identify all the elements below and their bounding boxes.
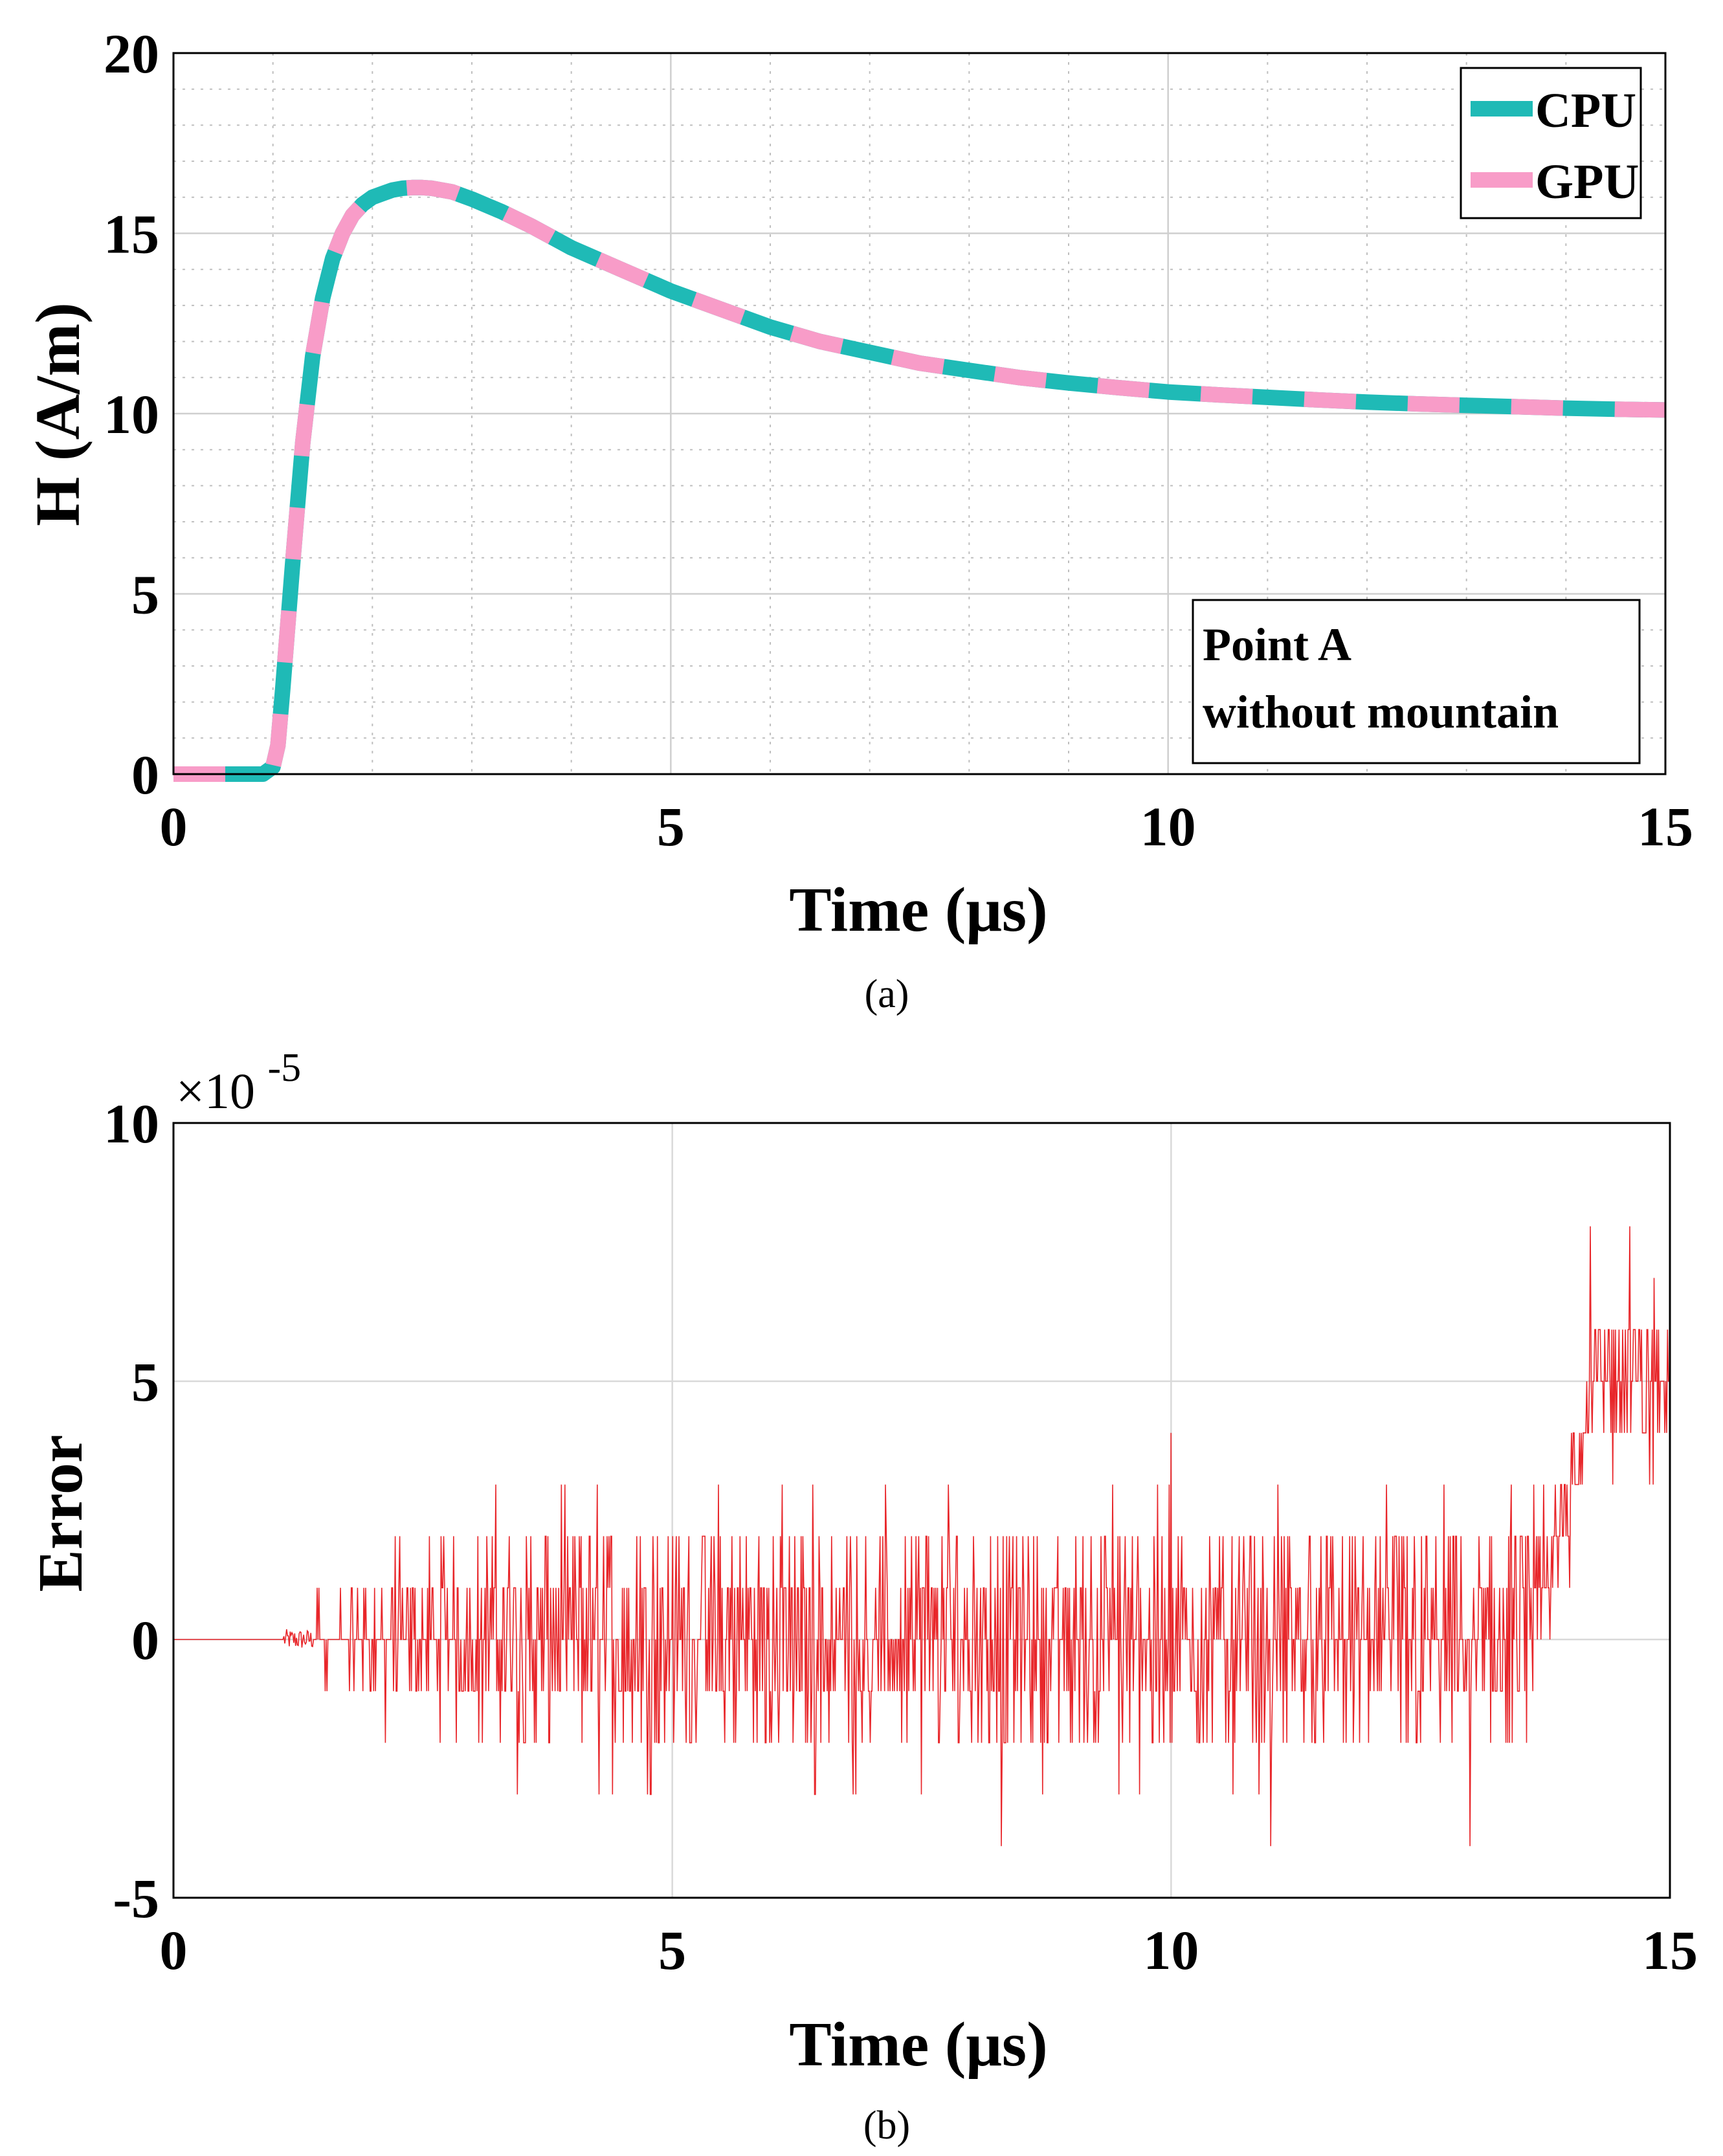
y-multiplier-exponent: -5 bbox=[268, 1046, 302, 1090]
series-b bbox=[173, 1226, 1670, 1847]
series-line-gpu bbox=[173, 179, 1666, 782]
plot-frame-b bbox=[172, 1122, 1671, 1899]
y-tick-label-b-1: 0 bbox=[131, 1609, 159, 1671]
annotation-box bbox=[1192, 599, 1641, 764]
x-tick-label-a-3: 15 bbox=[1638, 795, 1693, 858]
x-tick-label-b-1: 5 bbox=[658, 1919, 686, 1981]
x-tick-label-b-0: 0 bbox=[160, 1919, 188, 1981]
caption-b: (b) bbox=[863, 2104, 910, 2148]
y-tick-label-a-2: 10 bbox=[104, 383, 159, 445]
x-axis-label-a: Time (μs) bbox=[789, 875, 1047, 945]
caption-a: (a) bbox=[865, 972, 909, 1016]
series-line-error bbox=[173, 1226, 1670, 1847]
plot-frame-a bbox=[172, 52, 1667, 775]
y-axis-label-b: Error bbox=[26, 1434, 96, 1592]
y-multiplier-base: ×10 bbox=[176, 1063, 255, 1119]
panel-a: 0 5 10 15 0 5 10 15 20 CPU GPU Point A without m… bbox=[23, 23, 1693, 1016]
x-tick-label-b-3: 15 bbox=[1642, 1919, 1698, 1981]
y-axis-label-a: H (A/m) bbox=[23, 302, 93, 526]
x-axis-label-b: Time (μs) bbox=[789, 2010, 1047, 2080]
grid-a-major bbox=[173, 53, 1665, 774]
legend-a: CPU GPU bbox=[1460, 67, 1642, 219]
annotation-line-2: without mountain bbox=[1203, 686, 1559, 738]
tick-labels-a: 0 5 10 15 0 5 10 15 20 bbox=[104, 23, 1693, 858]
x-tick-label-b-2: 10 bbox=[1143, 1919, 1199, 1981]
annotation-a: Point A without mountain bbox=[1192, 599, 1641, 764]
series-a bbox=[173, 179, 1666, 782]
legend-label-gpu: GPU bbox=[1535, 155, 1639, 209]
annotation-line-1: Point A bbox=[1203, 619, 1351, 671]
x-tick-label-a-1: 5 bbox=[657, 795, 685, 858]
y-tick-label-a-4: 20 bbox=[104, 23, 159, 85]
y-tick-label-a-0: 0 bbox=[131, 744, 159, 806]
x-tick-label-a-2: 10 bbox=[1140, 795, 1196, 858]
y-tick-label-b-3: 10 bbox=[104, 1093, 159, 1155]
y-tick-label-b-0: -5 bbox=[113, 1867, 159, 1929]
y-tick-label-b-2: 5 bbox=[131, 1351, 159, 1413]
y-tick-label-a-3: 15 bbox=[104, 203, 159, 265]
legend-box bbox=[1460, 67, 1642, 219]
x-tick-label-a-0: 0 bbox=[160, 795, 188, 858]
y-multiplier: ×10 -5 bbox=[176, 1046, 301, 1119]
legend-label-cpu: CPU bbox=[1535, 83, 1636, 138]
y-tick-label-a-1: 5 bbox=[131, 564, 159, 626]
